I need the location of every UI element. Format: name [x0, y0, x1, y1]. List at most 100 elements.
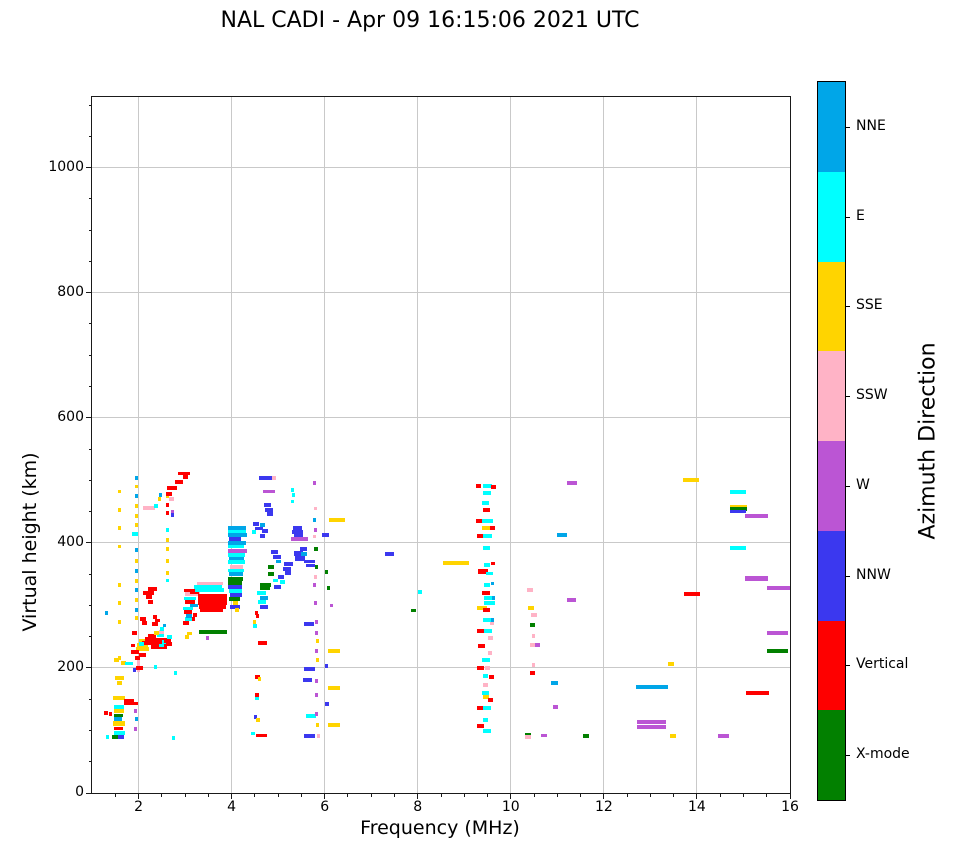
x-minor-tick [673, 793, 675, 797]
data-point [174, 671, 178, 675]
data-point [131, 650, 139, 655]
data-point [476, 706, 484, 710]
y-major-tick [86, 542, 92, 544]
data-point [228, 589, 242, 593]
x-tick-label: 14 [688, 799, 706, 815]
data-point [566, 480, 577, 485]
data-point [315, 712, 319, 717]
data-point [138, 652, 146, 657]
data-point [264, 502, 271, 507]
data-point [187, 631, 192, 636]
data-point [329, 517, 345, 522]
data-point [199, 604, 226, 609]
data-point [183, 606, 194, 611]
data-point [162, 623, 166, 628]
data-point [315, 679, 319, 683]
data-point [228, 540, 246, 545]
x-minor-tick [114, 793, 116, 797]
data-point [482, 682, 489, 687]
data-point [228, 560, 246, 565]
data-point [274, 584, 281, 589]
data-point [171, 509, 175, 514]
data-point [315, 649, 319, 653]
x-major-tick [417, 793, 419, 799]
data-point [531, 634, 536, 638]
data-point [488, 651, 493, 655]
colorbar-title: Azimuth Direction [915, 342, 941, 540]
x-minor-tick [580, 793, 582, 797]
data-point [410, 608, 417, 613]
data-point [524, 735, 531, 740]
data-point [293, 551, 304, 556]
data-point [135, 522, 139, 527]
data-point [114, 704, 124, 709]
data-point [132, 701, 138, 706]
colorbar-category-label: SSW [856, 387, 888, 404]
data-point [113, 721, 125, 726]
x-minor-tick [742, 793, 744, 797]
data-point [254, 526, 264, 531]
data-point [303, 559, 315, 564]
data-point [530, 622, 535, 627]
data-point [744, 514, 769, 518]
x-minor-tick [184, 793, 186, 797]
colorbar-tick [845, 755, 850, 757]
data-point [730, 507, 748, 511]
data-point [135, 579, 139, 583]
data-point [154, 664, 158, 669]
data-point [481, 657, 490, 662]
y-minor-tick [88, 135, 92, 137]
data-point [166, 510, 170, 515]
colorbar-tick [845, 396, 850, 398]
y-major-tick [86, 417, 92, 419]
data-point [275, 559, 282, 564]
colorbar-category-label: SSE [856, 297, 883, 314]
colorbar: NNE E SSE SSW W NNW Vertical X-mode [817, 81, 910, 801]
data-point [136, 647, 150, 652]
colorbar-category-label: W [856, 476, 870, 493]
data-point [766, 586, 790, 590]
colorbar-segment-SSW [818, 351, 845, 442]
data-point [254, 611, 259, 615]
data-point [142, 621, 147, 625]
x-tick-label: 12 [594, 799, 613, 815]
data-point [475, 484, 482, 488]
data-point [235, 607, 240, 612]
data-point [482, 694, 490, 699]
data-point [135, 484, 139, 489]
colorbar-segment-NNW [818, 530, 845, 621]
data-point [551, 681, 559, 685]
y-major-tick [86, 292, 92, 294]
data-point [117, 489, 121, 494]
data-point [133, 709, 137, 713]
y-minor-tick [88, 604, 92, 606]
y-axis-label: Virtual height (km) [19, 452, 41, 632]
x-minor-tick [207, 793, 209, 797]
data-point [313, 480, 317, 485]
data-point [313, 575, 317, 580]
data-point [113, 657, 119, 662]
data-point [315, 692, 319, 697]
data-point [482, 674, 489, 678]
data-point [189, 589, 200, 594]
data-point [485, 666, 490, 670]
data-point [198, 593, 227, 598]
data-point [478, 644, 486, 648]
y-tick-label: 600 [57, 408, 84, 425]
data-point [103, 711, 109, 715]
data-point [668, 662, 674, 667]
data-point [314, 564, 319, 569]
data-point [524, 732, 531, 737]
gridline-x-8 [417, 97, 419, 793]
gridline-x-12 [603, 97, 605, 793]
data-point [481, 691, 489, 695]
data-point [228, 572, 243, 576]
data-point [385, 551, 394, 557]
data-point [303, 734, 315, 738]
y-major-tick [86, 667, 92, 669]
data-point [255, 733, 267, 738]
colorbar-tick [845, 306, 850, 308]
data-point [184, 596, 197, 601]
data-point [159, 629, 165, 634]
